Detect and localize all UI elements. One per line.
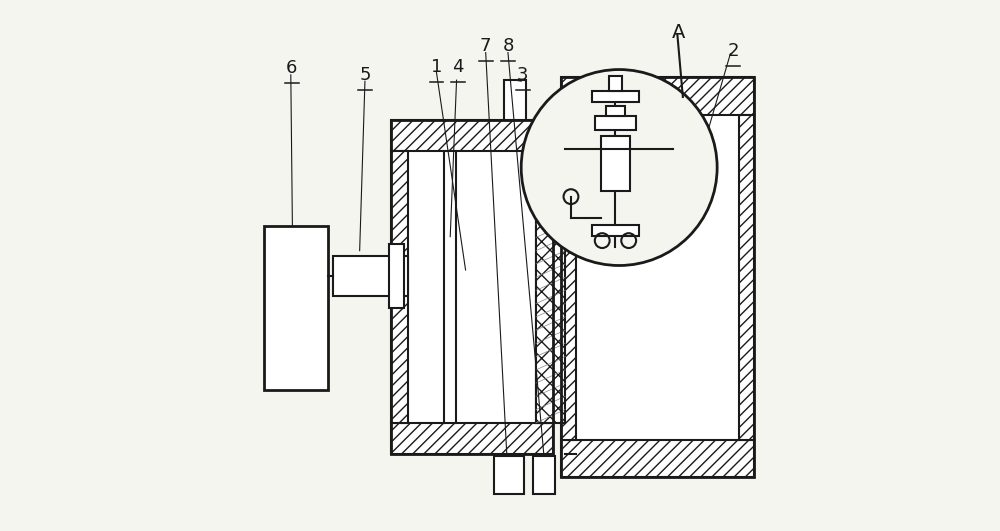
Circle shape [521,70,717,266]
Text: 7: 7 [480,37,491,55]
Text: 3: 3 [517,66,529,84]
Bar [391,151,408,423]
Bar [536,151,565,423]
Text: 6: 6 [286,59,298,78]
Bar [601,136,630,191]
Bar [561,440,754,477]
Text: 2: 2 [727,42,739,60]
Bar [264,226,328,390]
Bar [595,116,636,131]
Bar [391,120,553,453]
Bar [592,91,639,102]
Bar [333,256,408,296]
Bar [561,78,754,477]
Bar [576,115,739,440]
Text: 1: 1 [431,58,442,76]
Bar [504,80,526,120]
Bar [561,78,754,115]
Bar [408,151,536,423]
Bar [592,225,639,236]
Bar [533,456,555,494]
Text: 8: 8 [502,37,514,55]
Bar [609,76,622,91]
Bar [391,423,553,453]
Bar [739,115,754,440]
Bar [561,115,576,440]
Text: 5: 5 [359,66,371,84]
Text: A: A [672,23,686,42]
Bar [536,151,553,423]
Bar [391,120,553,151]
Bar [606,106,625,116]
Text: 4: 4 [452,58,463,76]
Bar [494,456,524,494]
Bar [389,244,404,308]
